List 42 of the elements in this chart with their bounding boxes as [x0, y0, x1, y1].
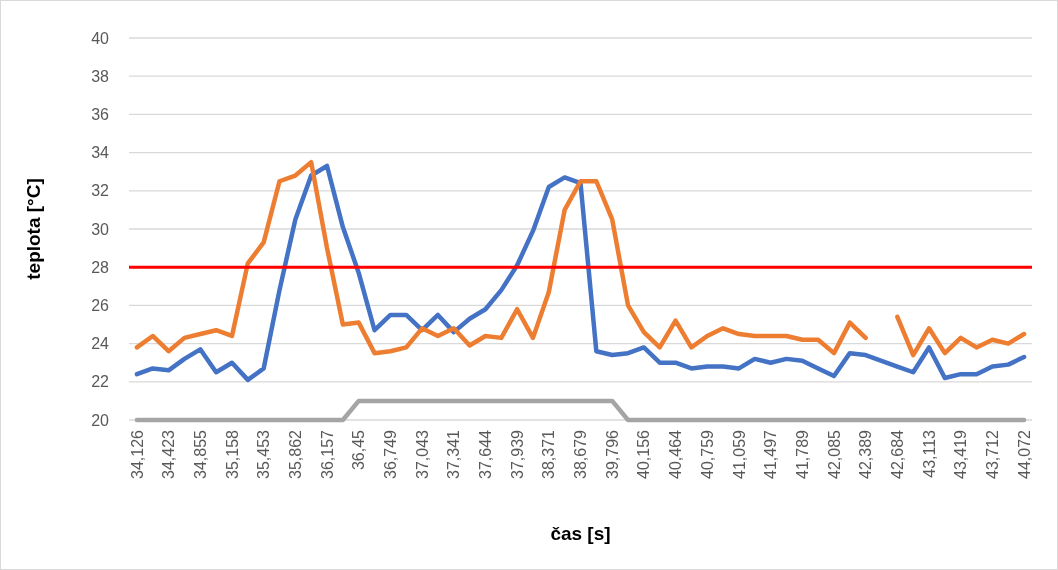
- y-tick-label: 24: [91, 335, 110, 353]
- y-tick-label: 30: [91, 220, 110, 238]
- y-tick-label: 26: [91, 297, 110, 314]
- y-tick-label: 22: [91, 373, 110, 391]
- x-tick-label: 43,113: [920, 429, 938, 478]
- x-tick-label: 42,085: [825, 429, 843, 479]
- x-tick-label: 37,341: [445, 429, 463, 479]
- x-tick-label: 36,157: [318, 429, 336, 479]
- x-tick-label: 37,644: [477, 429, 495, 479]
- x-tick-label: 38,371: [540, 429, 558, 479]
- y-tick-label: 40: [91, 29, 110, 47]
- x-tick-label: 36,749: [381, 429, 399, 479]
- x-tick-label: 41,059: [730, 429, 748, 479]
- x-tick-label: 39,796: [603, 429, 621, 479]
- x-tick-label: 41,789: [793, 429, 811, 479]
- x-tick-label: 38,679: [572, 429, 590, 479]
- y-axis-title: teplota [°C]: [23, 178, 44, 280]
- x-tick-label: 36,45: [350, 429, 368, 471]
- x-tick-label: 35,862: [286, 429, 304, 479]
- x-tick-label: 35,453: [255, 429, 273, 479]
- y-tick-label: 28: [91, 258, 110, 276]
- y-tick-label: 36: [91, 106, 110, 123]
- x-tick-label: 43,712: [983, 429, 1001, 479]
- x-tick-label: 42,389: [857, 429, 875, 479]
- x-tick-label: 41,497: [762, 429, 780, 479]
- x-axis-title: čas [s]: [550, 523, 611, 544]
- x-tick-label: 42,684: [888, 429, 906, 479]
- y-tick-label: 20: [91, 411, 110, 429]
- x-tick-label: 37,939: [508, 429, 526, 479]
- x-tick-label: 43,419: [952, 429, 970, 479]
- x-tick-label: 37,043: [413, 429, 431, 479]
- x-tick-label: 44,072: [1015, 429, 1033, 479]
- x-tick-label: 34,126: [128, 429, 146, 479]
- x-tick-label: 40,759: [698, 429, 716, 479]
- x-tick-label: 35,158: [223, 429, 241, 479]
- x-tick-label: 34,855: [191, 429, 209, 479]
- x-tick-label: 40,464: [667, 429, 685, 479]
- y-tick-label: 34: [91, 144, 110, 162]
- x-tick-label: 34,423: [160, 429, 178, 479]
- x-tick-label: 40,156: [635, 429, 653, 479]
- y-tick-label: 38: [91, 67, 110, 85]
- y-tick-label: 32: [91, 182, 110, 200]
